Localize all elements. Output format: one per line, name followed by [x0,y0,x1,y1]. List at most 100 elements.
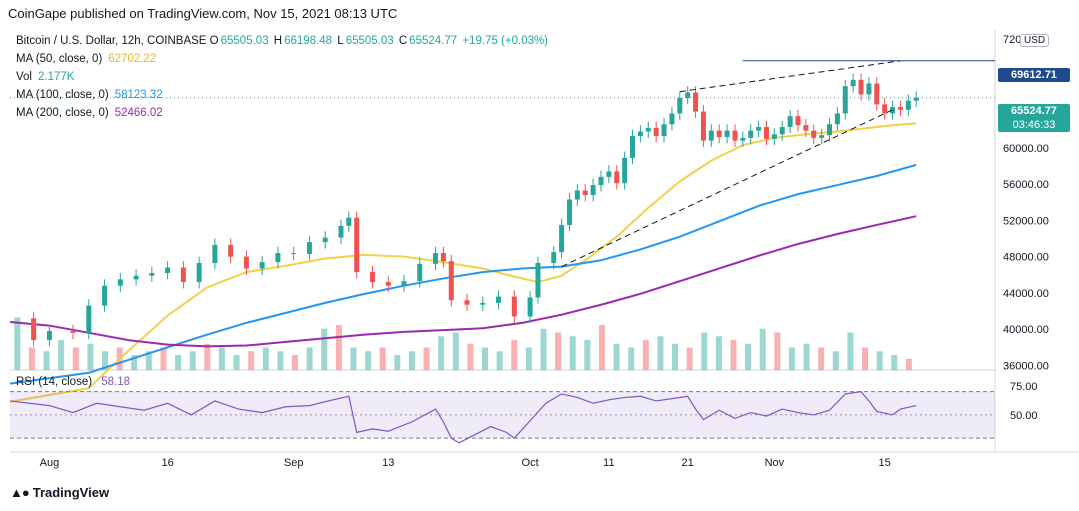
volume-bar [423,347,430,370]
candle-body [582,190,588,196]
publisher-line: CoinGape published on TradingView.com, N… [8,6,398,21]
volume-bar [321,328,328,370]
ma50-legend[interactable]: MA (50, close, 0) 62702.22 [16,53,156,65]
candle-body [385,282,391,286]
vol-value: 2.177K [38,71,75,83]
symbol-title[interactable]: Bitcoin / U.S. Dollar, 12h, COINBASE [16,35,207,47]
candle-body [700,111,706,141]
lower-trendline [561,109,893,268]
open-key: O [209,35,219,47]
volume-bar [788,347,795,370]
volume-bar [584,340,591,370]
ma200-label: MA (200, close, 0) [16,107,109,119]
last-price-value: 65524.77 [1011,105,1057,117]
volume-bar [657,336,664,370]
close-value: 65524.77 [409,35,458,47]
vol-legend[interactable]: Vol 2.177K [16,71,74,83]
volume-bar [28,347,35,370]
volume-bar [818,347,825,370]
candle-body [850,79,856,87]
x-tick-label: 13 [382,457,394,469]
currency-badge[interactable]: USD [1020,34,1050,47]
ma-line [9,215,917,348]
candle-body [748,130,754,138]
candle-body [133,275,139,280]
y-tick-label: 52000.00 [1003,215,1049,227]
candle-body [708,130,714,141]
close-key: C [398,35,408,47]
volume-bar [306,347,313,370]
candle-body [322,237,328,243]
last-price-tag: 65524.77 03:46:33 [998,104,1070,132]
candle-body [180,267,186,283]
x-tick-label: 21 [682,457,694,469]
ma200-legend[interactable]: MA (200, close, 0) 52466.02 [16,107,163,119]
volume-bar [847,332,854,370]
rsi-label: RSI (14, close) [16,376,93,388]
volume-bar [891,355,898,370]
volume-bar [759,328,766,370]
y-tick-label: 60000.00 [1003,143,1049,155]
candle-body [661,124,667,137]
candle-body [637,131,643,137]
volume-bar [803,343,810,370]
y-tick-label: 56000.00 [1003,179,1049,191]
upper-trendline [679,60,901,93]
candle-body [480,302,486,305]
candle-body [677,98,683,114]
volume-bar [131,355,138,370]
tradingview-logo[interactable]: ▲● TradingView [10,485,109,500]
volume-bar [628,347,635,370]
candle-body [606,171,612,177]
candle-body [905,100,911,110]
candle-body [858,79,864,95]
volume-bar [438,336,445,370]
high-value: 66198.48 [284,35,333,47]
volume-bar [233,355,240,370]
volume-bar [598,325,605,370]
volume-bar [467,343,474,370]
candle-body [819,135,825,138]
candle-body [890,107,896,114]
candle-body [165,267,171,273]
volume-bar [248,351,255,370]
tradingview-wordmark: TradingView [32,485,110,500]
candle-body [842,86,848,114]
low-value: 65505.03 [345,35,394,47]
candle-body [535,263,541,298]
change-value: +19.75 (+0.03%) [462,35,549,47]
candle-body [693,92,699,112]
rsi-tick-label: 75.00 [1010,381,1038,393]
volume-bar [408,351,415,370]
open-value: 65505.03 [220,35,269,47]
price-chart[interactable]: 72000.0068000.0064000.0060000.0056000.00… [0,0,1079,480]
candle-body [913,97,919,101]
high-key: H [273,35,283,47]
volume-bar [642,340,649,370]
bar-countdown: 03:46:33 [1012,119,1056,131]
rsi-legend[interactable]: RSI (14, close) 58.18 [16,376,130,388]
candle-body [763,127,769,139]
candle-body [874,83,880,105]
ma100-value: 58123.32 [114,89,163,101]
ma200-value: 52466.02 [114,107,163,119]
ma100-legend[interactable]: MA (100, close, 0) 58123.32 [16,89,163,101]
vol-label: Vol [16,71,32,83]
candle-body [31,318,37,341]
candle-body [354,217,360,273]
rsi-value: 58.18 [101,376,131,388]
volume-bar [350,347,357,370]
volume-bar [175,355,182,370]
volume-bar [160,347,167,370]
candle-body [496,296,502,303]
candle-body [551,252,557,264]
candle-body [559,224,565,253]
rsi-tick-label: 50.00 [1010,410,1038,422]
candle-body [795,116,801,126]
volume-bar [292,355,299,370]
x-tick-label: 16 [161,457,173,469]
candle-body [897,107,903,110]
candle-body [740,137,746,141]
candle-body [716,130,722,137]
x-tick-label: Aug [40,457,60,469]
